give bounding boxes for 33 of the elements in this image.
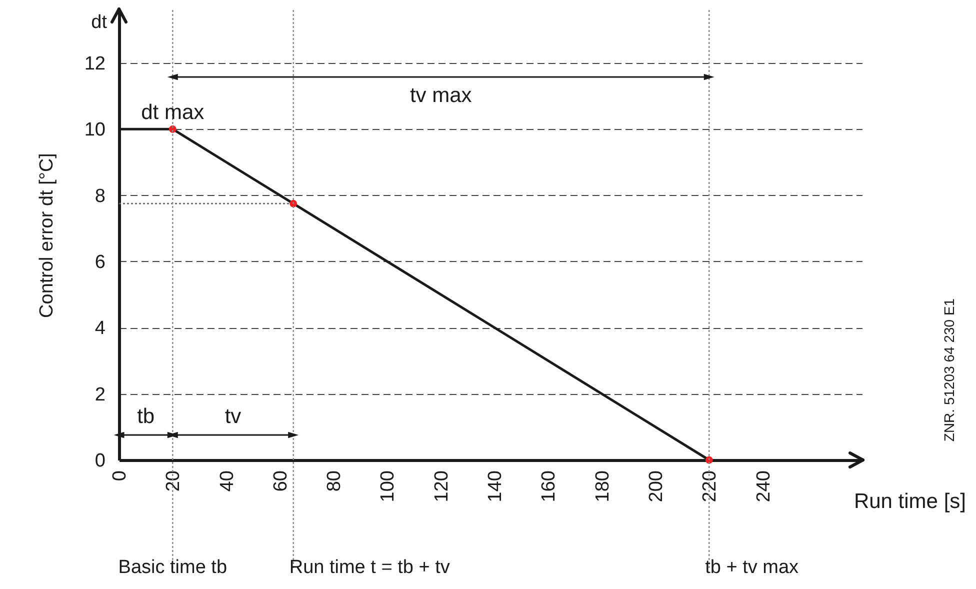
- x-tick-label: 220: [700, 470, 721, 502]
- y-tick-label: 2: [94, 384, 106, 406]
- text: ZNR. 51203 64 230 E1: [941, 298, 957, 442]
- x-tick-label: 140: [485, 470, 506, 502]
- annotation: tv: [224, 405, 242, 428]
- x-tick-label: 120: [431, 470, 452, 502]
- x-tick-label: 200: [646, 470, 667, 502]
- y-tick-label: 8: [94, 186, 106, 207]
- x-tick-label: 60: [270, 470, 292, 492]
- point: [705, 456, 713, 464]
- ref-line-label: Run time t = tb + tv: [289, 557, 450, 578]
- x-tick-label: 240: [753, 470, 774, 502]
- x-tick-label: 0: [110, 470, 130, 482]
- x-tick-label: 40: [216, 470, 238, 492]
- x-tick-label: 180: [592, 470, 614, 502]
- y-axis-title: Control error dt [°C]: [36, 153, 58, 318]
- ref-line-label: tb + tv max: [705, 557, 800, 578]
- y-tick-label: 12: [84, 53, 106, 74]
- x-axis-title: Run time [s]: [854, 490, 966, 513]
- x-tick-label: 80: [324, 470, 346, 492]
- y-tick-label: 0: [94, 450, 106, 472]
- y-tick-label: 10: [84, 120, 106, 141]
- annotation: tv max: [410, 84, 472, 107]
- point: [290, 200, 298, 208]
- annotation: dt max: [141, 101, 205, 124]
- x-tick-label: 100: [378, 470, 399, 502]
- x-tick-label: 20: [163, 470, 184, 492]
- y-tick-label: 4: [94, 318, 106, 340]
- ref-line-label: Basic time tb: [118, 557, 228, 578]
- y-tick-label: 6: [94, 252, 106, 273]
- annotation: tb: [137, 405, 155, 428]
- x-tick-label: 160: [538, 470, 560, 502]
- text: dt: [91, 12, 108, 33]
